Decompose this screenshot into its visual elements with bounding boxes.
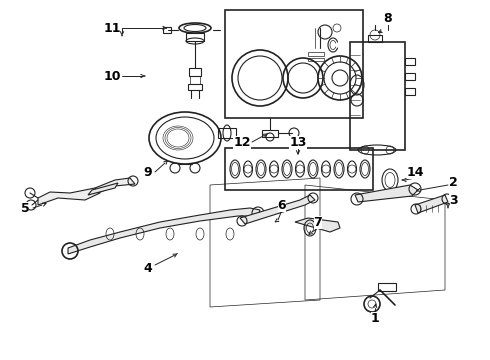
Bar [262, 130, 278, 137]
Bar [225, 10, 363, 118]
Text: 11: 11 [103, 22, 121, 35]
Text: 13: 13 [289, 135, 307, 149]
Polygon shape [68, 208, 260, 254]
Text: 6: 6 [278, 198, 286, 212]
Bar [186, 33, 204, 41]
Bar [405, 73, 415, 80]
Bar [225, 148, 373, 190]
Bar [189, 68, 201, 76]
Polygon shape [38, 188, 100, 205]
Bar [405, 88, 415, 95]
Text: 1: 1 [370, 311, 379, 324]
Bar [405, 58, 415, 65]
Text: 12: 12 [233, 135, 251, 149]
Text: 14: 14 [406, 166, 424, 179]
Polygon shape [240, 195, 315, 224]
Text: 9: 9 [144, 166, 152, 179]
Polygon shape [355, 185, 418, 202]
Text: 8: 8 [384, 12, 392, 24]
Bar [163, 27, 171, 33]
Text: 4: 4 [144, 261, 152, 274]
Bar [218, 128, 236, 138]
Bar [308, 52, 324, 56]
Text: 2: 2 [449, 176, 457, 189]
Text: 3: 3 [449, 194, 457, 207]
Polygon shape [88, 183, 118, 195]
Text: 10: 10 [103, 69, 121, 82]
Text: 5: 5 [21, 202, 29, 215]
Bar [368, 35, 382, 42]
Text: 7: 7 [314, 216, 322, 229]
Bar [308, 58, 324, 61]
Bar [378, 283, 396, 291]
Polygon shape [95, 178, 135, 193]
Polygon shape [295, 218, 340, 232]
Polygon shape [415, 195, 448, 213]
Bar [350, 42, 405, 150]
Bar [188, 84, 202, 90]
